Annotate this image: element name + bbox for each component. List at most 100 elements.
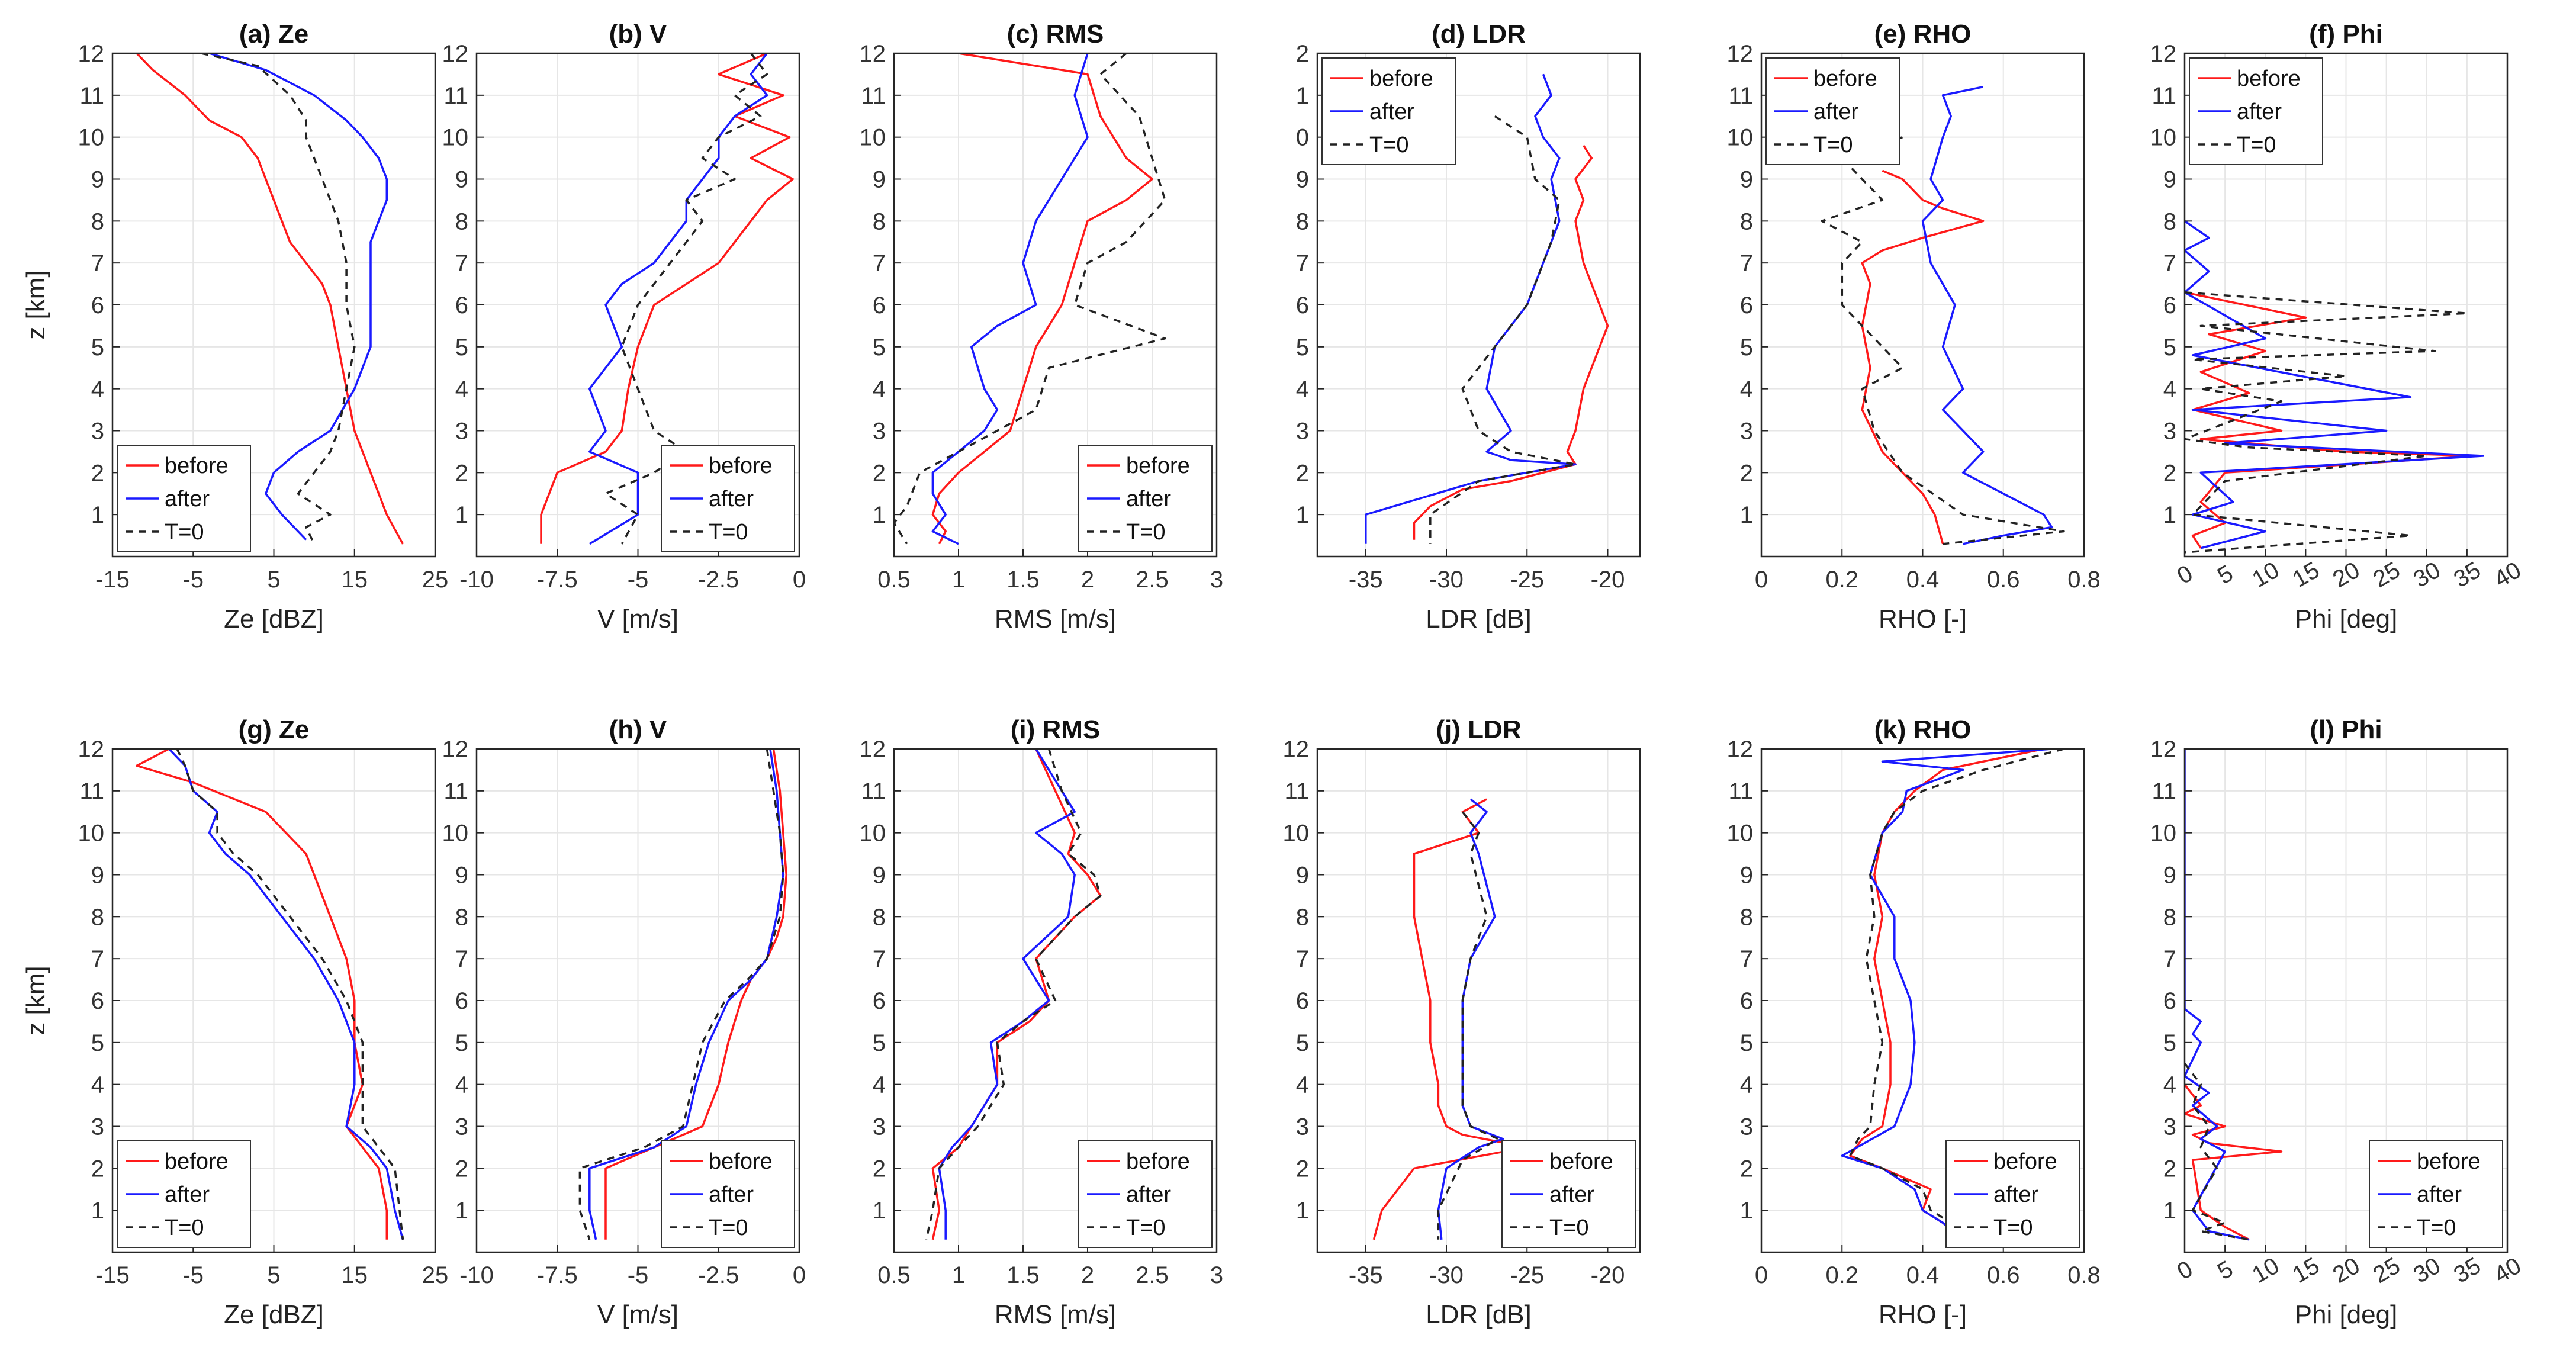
panel-5-xtick-label: 30 (2409, 557, 2445, 593)
panel-0-xtick-label: -15 (95, 567, 130, 593)
panel-11-ytick-label: 1 (2163, 1198, 2176, 1224)
panel-6-legend: before after T=0 (117, 1140, 251, 1248)
panel-3-ytick-label: 8 (1296, 208, 1309, 234)
panel-2-title: (c) RMS (1007, 20, 1104, 49)
panel-7-legend: before after T=0 (661, 1140, 795, 1248)
panel-3-series-before (1413, 144, 1609, 540)
panel-5-xlabel: Phi [deg] (2295, 604, 2398, 633)
panel-2-ytick-label: 1 (873, 502, 886, 528)
panel-1-ytick-label: 12 (442, 41, 469, 67)
panel-0-ytick-label: 1 (91, 502, 104, 528)
panel-5-legend-label: before (2237, 66, 2301, 91)
panel-6-xtick-label: 15 (342, 1262, 368, 1288)
panel-6-ytick-label: 5 (91, 1030, 104, 1056)
panel-10-ytick-label: 10 (1727, 821, 1754, 847)
panel-2-xlabel: RMS [m/s] (995, 604, 1116, 633)
panel-3-ytick-label: 7 (1296, 250, 1309, 276)
panel-3-xtick-label: -25 (1510, 567, 1544, 593)
panel-6-ytick-label: 1 (91, 1198, 104, 1224)
panel-1-ytick-label: 5 (455, 335, 468, 361)
panel-0-xtick-label: 5 (267, 567, 280, 593)
panel-11-xtick-label: 5 (2213, 1256, 2237, 1285)
panel-7-series-after (588, 749, 784, 1240)
panel-1-series-before (540, 53, 794, 544)
panel-5-xtick-label: 10 (2247, 557, 2284, 593)
panel-9-xlabel: LDR [dB] (1426, 1300, 1532, 1329)
panel-0-series-before (136, 53, 404, 545)
panel-11-xtick-label: 35 (2449, 1253, 2485, 1288)
panel-7-ytick-label: 7 (455, 946, 468, 972)
panel-8-ytick-label: 8 (873, 904, 886, 930)
panel-11-xtick-label: 40 (2490, 1253, 2526, 1288)
panel-1-ytick-label: 1 (455, 502, 468, 528)
panel-3-ytick-label: 0 (1296, 125, 1309, 151)
panel-1-xtick-label: 0 (793, 567, 806, 593)
panel-10-ytick-label: 5 (1740, 1030, 1753, 1056)
panel-11-ytick-label: 3 (2163, 1114, 2176, 1140)
panel-7-title: (h) V (609, 715, 667, 744)
panel-4-xlabel: RHO [-] (1879, 604, 1967, 633)
panel-1-ytick-label: 9 (455, 167, 468, 193)
panel-1-legend-label: T=0 (709, 520, 748, 545)
panel-11-xlabel: Phi [deg] (2295, 1300, 2398, 1329)
panel-1-ytick-label: 3 (455, 419, 468, 445)
panel-0-xlabel: Ze [dBZ] (224, 604, 324, 633)
panel-9-xtick-label: -20 (1591, 1262, 1625, 1288)
panel-0-ylabel: z [km] (21, 270, 50, 339)
panel-10-ytick-label: 9 (1740, 863, 1753, 889)
panel-8-ytick-label: 9 (873, 863, 886, 889)
panel-1-xtick-label: -7.5 (537, 567, 578, 593)
panel-10-ytick-label: 1 (1740, 1198, 1753, 1224)
panel-1-ytick-label: 10 (442, 125, 469, 151)
panel-7-ytick-label: 12 (442, 737, 469, 763)
panel-9-ytick-label: 1 (1296, 1198, 1309, 1224)
panel-3-ytick-label: 1 (1296, 502, 1309, 528)
panel-5-title: (f) Phi (2309, 20, 2383, 49)
panel-11-ytick-label: 8 (2163, 904, 2176, 930)
panel-10-legend-label: T=0 (1993, 1215, 2033, 1240)
panel-11-legend-label: before (2417, 1149, 2481, 1174)
panel-0-xtick-label: 15 (342, 567, 368, 593)
panel-5-legend-label: T=0 (2237, 133, 2276, 157)
panel-10-xtick-label: 0.2 (1825, 1262, 1858, 1288)
panel-1-legend: before after T=0 (661, 445, 795, 552)
panel-10-ytick-label: 7 (1740, 946, 1753, 972)
panel-11-ytick-label: 7 (2163, 946, 2176, 972)
panel-1-legend-label: after (709, 487, 754, 512)
panel-0-xtick-label: -5 (182, 567, 204, 593)
panel-5-series-before (2185, 291, 2477, 549)
panel-2-ytick-label: 9 (873, 167, 886, 193)
panel-7-legend-label: T=0 (709, 1215, 748, 1240)
panel-6-ytick-label: 2 (91, 1156, 104, 1182)
panel-3-title: (d) LDR (1432, 20, 1526, 49)
panel-8-ytick-label: 2 (873, 1156, 886, 1182)
panel-11-xtick-label: 0 (2173, 1256, 2197, 1285)
panel-8-xtick-label: 3 (1210, 1262, 1223, 1288)
panel-1-ytick-label: 8 (455, 208, 468, 234)
panel-9-ytick-label: 5 (1296, 1030, 1309, 1056)
panel-8-xtick-label: 0.5 (877, 1262, 911, 1288)
panel-2-ytick-label: 11 (861, 83, 886, 109)
panel-4-xtick-label: 0.6 (1987, 567, 2020, 593)
panel-7-xtick-label: -5 (628, 1262, 649, 1288)
panel-9-ytick-label: 6 (1296, 988, 1309, 1014)
panel-8-legend: before after T=0 (1078, 1140, 1213, 1248)
panel-10-title: (k) RHO (1874, 715, 1972, 744)
panel-1-xlabel: V [m/s] (597, 604, 678, 633)
panel-11-xtick-label: 30 (2409, 1253, 2445, 1288)
panel-6-xtick-label: -5 (182, 1262, 204, 1288)
panel-7-ytick-label: 10 (442, 821, 469, 847)
panel-10-xlabel: RHO [-] (1879, 1300, 1967, 1329)
panel-3-legend-label: after (1369, 99, 1414, 124)
panel-11-xtick-label: 10 (2247, 1253, 2284, 1288)
panel-4-ytick-label: 5 (1740, 335, 1753, 361)
panel-4-ytick-label: 3 (1740, 419, 1753, 445)
panel-2-ytick-label: 3 (873, 419, 886, 445)
panel-6-ytick-label: 8 (91, 904, 104, 930)
panel-5-legend: before after T=0 (2189, 57, 2323, 165)
